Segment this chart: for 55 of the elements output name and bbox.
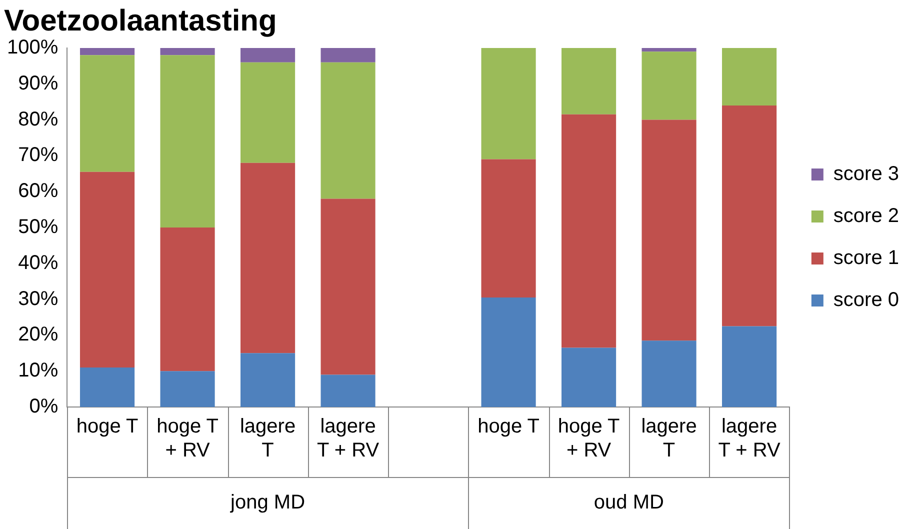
x-tick-label: hoge T xyxy=(76,416,138,438)
y-tick-label: 90% xyxy=(18,72,58,94)
x-tick-label: lagere T xyxy=(240,416,296,462)
y-tick-label: 30% xyxy=(18,288,58,310)
bar xyxy=(240,353,296,407)
y-tick-label: 40% xyxy=(18,252,58,274)
bar xyxy=(80,48,135,56)
bar xyxy=(320,48,376,62)
x-tick-label: hoge T + RV xyxy=(558,416,620,462)
bar xyxy=(240,62,296,163)
legend-label: score 3 xyxy=(833,163,900,186)
bar xyxy=(160,371,215,407)
x-tick-label: lagere T + RV xyxy=(718,416,781,462)
x-tick-label: lagere T + RV xyxy=(316,416,380,462)
legend-label: score 0 xyxy=(833,289,900,312)
bar xyxy=(481,298,536,407)
y-tick-label: 10% xyxy=(18,360,58,382)
bar xyxy=(80,55,135,172)
bar xyxy=(722,48,777,106)
y-tick-label: 20% xyxy=(18,324,58,346)
bar xyxy=(642,340,696,407)
bar xyxy=(562,114,616,348)
bar xyxy=(642,120,696,341)
bar xyxy=(722,105,777,326)
x-tick-label: hoge T xyxy=(478,416,540,438)
legend-label: score 2 xyxy=(833,205,900,228)
bar xyxy=(320,62,376,199)
y-tick-label: 80% xyxy=(18,108,58,130)
x-tick-label: lagere T xyxy=(641,416,697,462)
y-tick-label: 0% xyxy=(29,396,58,418)
bar xyxy=(320,198,376,375)
y-tick-label: 50% xyxy=(18,216,58,238)
bar xyxy=(240,162,296,354)
bar xyxy=(160,48,215,56)
chart-title: Voetzoolaantasting xyxy=(4,4,277,38)
bar xyxy=(320,374,376,407)
legend-label: score 1 xyxy=(833,247,900,270)
bar xyxy=(160,228,215,372)
bar xyxy=(722,326,777,407)
text: jong MD xyxy=(230,492,306,514)
bar xyxy=(642,48,696,52)
bar xyxy=(481,159,536,298)
bar xyxy=(80,172,135,368)
y-tick-label: 100% xyxy=(6,36,58,59)
y-tick-label: 60% xyxy=(18,180,58,202)
x-tick-label: hoge T + RV xyxy=(156,416,218,462)
bar xyxy=(160,55,215,228)
bar xyxy=(481,48,536,160)
bar xyxy=(562,48,616,114)
bar xyxy=(642,52,696,120)
text: oud MD xyxy=(594,492,664,514)
bar xyxy=(562,348,616,407)
bar xyxy=(80,368,135,407)
bar xyxy=(240,48,296,62)
y-tick-label: 70% xyxy=(18,144,58,166)
